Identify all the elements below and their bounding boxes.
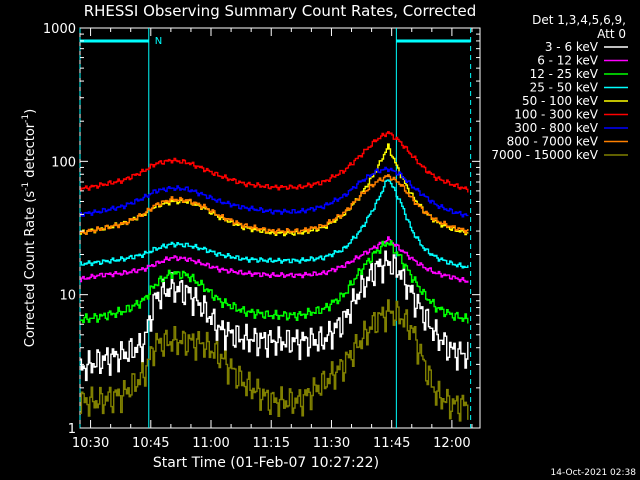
legend-label: 50 - 100 keV: [522, 94, 599, 108]
y-axis: 1 10 100 1000: [43, 22, 480, 437]
series-line-3: [80, 179, 469, 269]
y-axis-label: Corrected Count Rate (s-1 detector-1): [21, 109, 38, 347]
series-line-8: [80, 299, 469, 422]
x-tick-label: 11:00: [192, 436, 229, 451]
series-line-5: [80, 131, 469, 193]
y-tick-label: 1000: [43, 22, 76, 37]
x-tick-label: 10:45: [132, 436, 169, 451]
night-flag-label: N: [155, 36, 162, 47]
legend-label: 300 - 800 keV: [514, 121, 598, 135]
chart-title: RHESSI Observing Summary Count Rates, Co…: [84, 2, 477, 20]
x-tick-label: 11:45: [373, 436, 410, 451]
legend-header-detectors: Det 1,3,4,5,6,9,: [532, 13, 626, 27]
x-axis: 10:30 10:45 11:00 11:15 11:30 11:45 12:00: [72, 28, 473, 451]
legend-header-attenuator: Att 0: [597, 27, 626, 41]
series-line-1: [80, 236, 469, 283]
legend-label: 7000 - 15000 keV: [491, 148, 598, 162]
legend-label: 25 - 50 keV: [530, 81, 599, 95]
x-tick-label: 12:00: [433, 436, 470, 451]
y-tick-label: 100: [51, 155, 76, 170]
legend-label: 100 - 300 keV: [514, 108, 598, 122]
series-line-6: [80, 166, 469, 218]
plot-area: N: [79, 27, 481, 429]
legend-label: 12 - 25 keV: [530, 67, 599, 81]
series-line-7: [80, 174, 469, 235]
legend-label: 6 - 12 keV: [537, 54, 599, 68]
legend-label: 3 - 6 keV: [545, 40, 599, 54]
x-tick-label: 11:30: [313, 436, 350, 451]
x-axis-label: Start Time (01-Feb-07 10:27:22): [153, 455, 379, 471]
footer-date: 14-Oct-2021 02:38: [551, 468, 637, 478]
y-tick-label: 1: [68, 422, 76, 437]
y-tick-label: 10: [59, 289, 76, 304]
x-tick-label: 10:30: [72, 436, 109, 451]
legend-label: 800 - 7000 keV: [507, 135, 599, 149]
series-line-2: [80, 240, 469, 324]
x-tick-label: 11:15: [253, 436, 290, 451]
